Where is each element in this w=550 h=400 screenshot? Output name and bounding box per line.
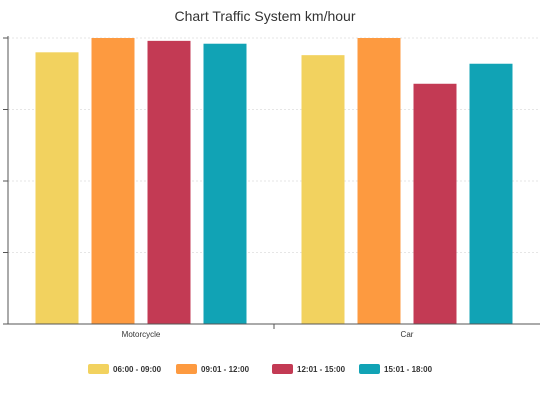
legend-label: 12:01 - 15:00 <box>297 365 346 374</box>
legend-item[interactable]: 12:01 - 15:00 <box>272 364 346 374</box>
legend-swatch <box>272 364 293 374</box>
legend-swatch <box>359 364 380 374</box>
bar[interactable] <box>203 43 247 324</box>
legend-swatch <box>88 364 109 374</box>
legend-item[interactable]: 09:01 - 12:00 <box>176 364 250 374</box>
legend-label: 15:01 - 18:00 <box>384 365 433 374</box>
bar[interactable] <box>35 52 79 325</box>
legend-item[interactable]: 15:01 - 18:00 <box>359 364 433 374</box>
bars <box>35 38 513 325</box>
bar[interactable] <box>469 63 513 325</box>
legend-label: 06:00 - 09:00 <box>113 365 162 374</box>
bar[interactable] <box>147 40 191 325</box>
bar[interactable] <box>413 83 457 324</box>
axes <box>3 36 540 329</box>
bar[interactable] <box>301 55 345 324</box>
x-tick-label: Motorcycle <box>122 330 161 339</box>
bar[interactable] <box>357 38 401 324</box>
bar[interactable] <box>91 38 135 324</box>
grid-lines <box>8 37 540 253</box>
legend-swatch <box>176 364 197 374</box>
x-tick-label: Car <box>401 330 414 339</box>
category-labels: Motorcycle Car <box>122 330 414 339</box>
legend[interactable]: 06:00 - 09:00 09:01 - 12:00 12:01 - 15:00 1… <box>88 364 433 374</box>
chart-title: Chart Traffic System km/hour <box>174 8 355 24</box>
legend-label: 09:01 - 12:00 <box>201 365 250 374</box>
legend-item[interactable]: 06:00 - 09:00 <box>88 364 162 374</box>
